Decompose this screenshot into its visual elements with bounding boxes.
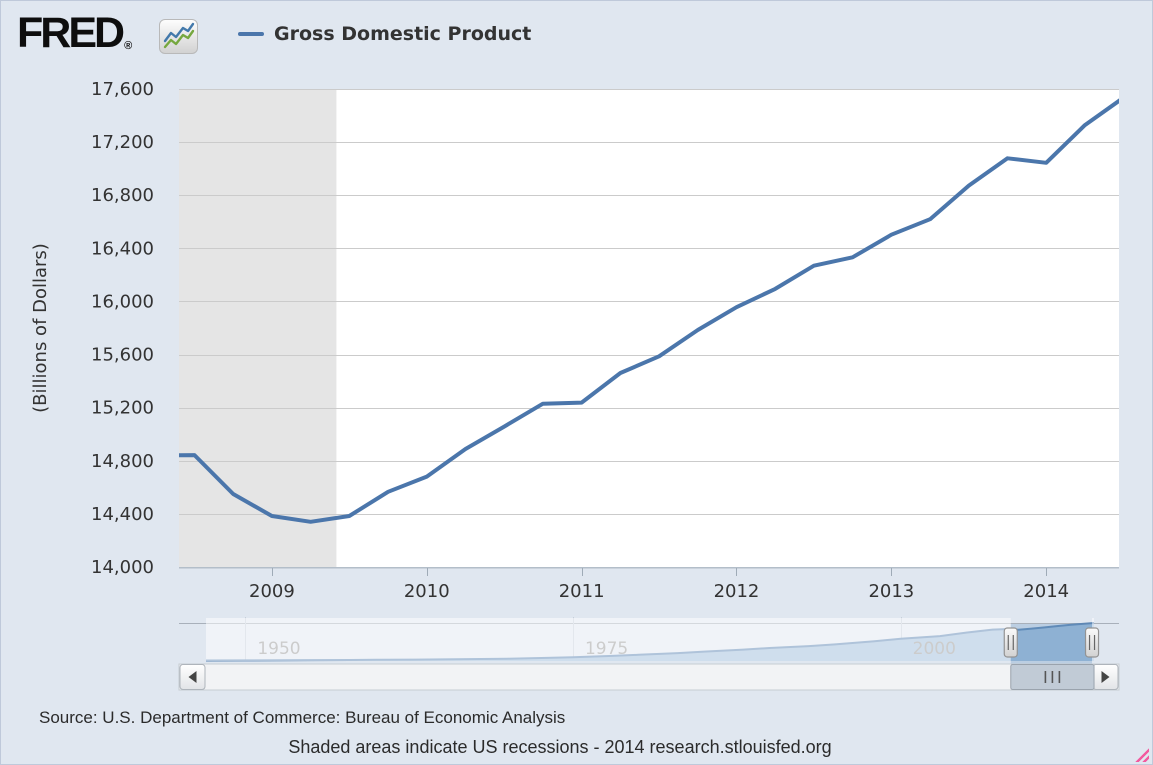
y-tick-label: 14,400 [91, 504, 154, 525]
navigator-handle-right[interactable] [1084, 627, 1100, 658]
y-tick-label: 17,200 [91, 132, 154, 153]
y-tick-label: 16,800 [91, 185, 154, 206]
y-tick-label: 15,200 [91, 398, 154, 419]
fred-logo: FRED ® [17, 9, 133, 57]
x-tick-label: 2011 [559, 581, 605, 602]
right-arrow-icon [1101, 671, 1110, 683]
source-note: Source: U.S. Department of Commerce: Bur… [39, 708, 566, 727]
x-tick-label: 2012 [714, 581, 760, 602]
y-tick-label: 16,000 [91, 291, 154, 312]
y-tick-label: 17,600 [91, 79, 154, 100]
x-tick-label: 2013 [868, 581, 914, 602]
x-tick-label: 2010 [404, 581, 450, 602]
sparkline-chart-icon [159, 19, 198, 54]
navigator-selection[interactable] [1010, 624, 1093, 664]
registered-mark: ® [124, 40, 133, 52]
navigator-mask-left [206, 618, 1011, 661]
x-tick-label: 2014 [1023, 581, 1069, 602]
gdp-line-series [179, 98, 1119, 524]
legend-series-label: Gross Domestic Product [274, 23, 532, 45]
y-tick-label: 16,400 [91, 238, 154, 259]
x-tick-label: 2009 [249, 581, 295, 602]
recession-note: Shaded areas indicate US recessions - 20… [288, 737, 832, 757]
recession-band [179, 89, 337, 567]
scrollbar-track[interactable] [178, 663, 1120, 691]
y-tick-label: 14,000 [91, 557, 154, 578]
left-arrow-icon [188, 671, 197, 683]
y-tick-label: 14,800 [91, 451, 154, 472]
fred-logo-text: FRED [17, 9, 125, 57]
navigator-handle-left[interactable] [1003, 627, 1018, 658]
legend-line-sample [238, 32, 264, 36]
y-axis-title: (Billions of Dollars) [30, 243, 51, 413]
y-tick-label: 15,600 [91, 345, 154, 366]
legend: Gross Domestic Product [238, 23, 531, 45]
